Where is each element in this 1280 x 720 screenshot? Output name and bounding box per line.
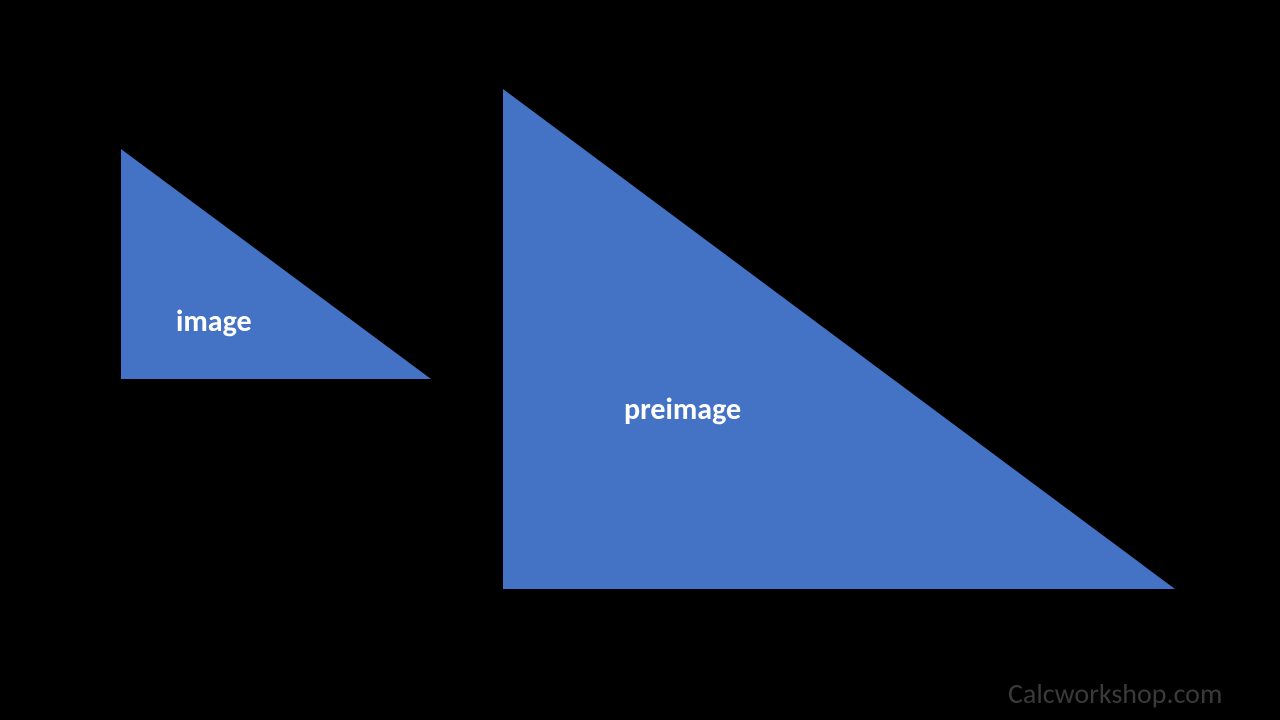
diagram-canvas: image preimage Calcworkshop.com [0,0,1280,720]
triangles-svg [0,0,1280,720]
watermark-text: Calcworkshop.com [1008,676,1222,711]
small-triangle [121,149,431,379]
small-triangle-label: image [176,303,252,340]
large-triangle-label: preimage [624,391,741,428]
large-triangle [503,89,1175,589]
